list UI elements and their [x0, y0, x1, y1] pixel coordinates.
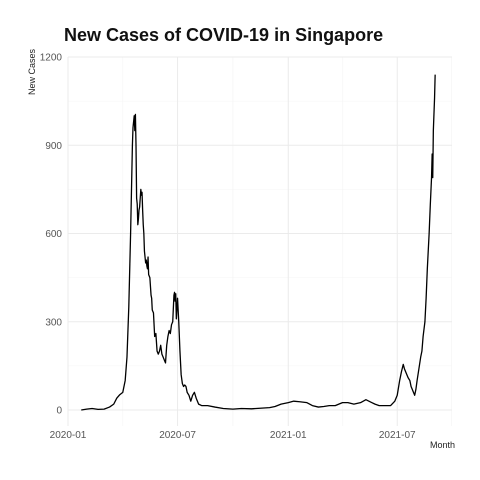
y-tick-label: 1200 [40, 53, 63, 64]
chart-title: New Cases of COVID-19 in Singapore [64, 25, 384, 45]
x-tick-label: 2020-07 [159, 430, 196, 441]
y-tick-label: 300 [45, 317, 62, 328]
y-tick-label: 900 [45, 141, 62, 152]
series-layer [81, 74, 436, 411]
x-tick-label: 2021-07 [379, 430, 416, 441]
y-axis-label: New Cases [27, 48, 37, 95]
x-axis-label: Month [430, 440, 456, 450]
y-tick-labels: 0 300 600 900 1200 [40, 53, 63, 417]
y-tick-label: 0 [56, 406, 62, 417]
x-tick-label: 2021-01 [270, 430, 307, 441]
x-tick-labels: 2020-01 2020-07 2021-01 2021-07 [50, 430, 416, 441]
x-tick-label: 2020-01 [50, 430, 87, 441]
y-tick-label: 600 [45, 229, 62, 240]
series-line-new-cases [81, 74, 436, 411]
